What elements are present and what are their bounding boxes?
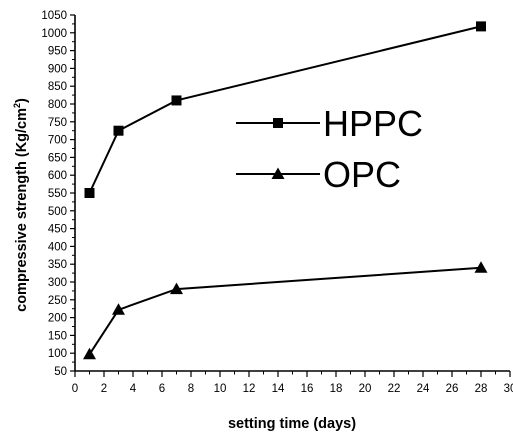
x-tick-label: 28 bbox=[475, 383, 488, 395]
x-axis-ticks: 024681012141618202224262830 bbox=[72, 371, 513, 395]
data-point-hppc bbox=[171, 95, 182, 106]
y-tick-label: 450 bbox=[48, 224, 67, 236]
legend-marker-hppc bbox=[273, 118, 283, 128]
y-tick-label: 250 bbox=[48, 295, 67, 307]
legend-label-opc: OPC bbox=[323, 154, 401, 195]
series-opc bbox=[83, 261, 488, 360]
x-tick-label: 10 bbox=[214, 383, 227, 395]
y-tick-label: 1000 bbox=[41, 28, 67, 40]
y-tick-label: 100 bbox=[48, 348, 67, 360]
x-tick-label: 24 bbox=[417, 383, 430, 395]
x-tick-label: 26 bbox=[446, 383, 459, 395]
legend-item-opc: OPC bbox=[236, 154, 401, 195]
chart-axes bbox=[74, 15, 510, 372]
y-tick-label: 550 bbox=[48, 188, 67, 200]
data-point-hppc bbox=[113, 125, 124, 136]
data-point-opc bbox=[474, 261, 488, 273]
x-tick-label: 0 bbox=[72, 383, 78, 395]
x-tick-label: 30 bbox=[504, 383, 513, 395]
y-tick-label: 350 bbox=[48, 259, 67, 271]
x-tick-label: 6 bbox=[159, 383, 165, 395]
y-tick-label: 50 bbox=[54, 366, 67, 378]
y-axis-label-superscript: 2 bbox=[12, 103, 22, 108]
y-tick-label: 150 bbox=[48, 330, 67, 342]
series-line-opc bbox=[88, 266, 482, 355]
x-tick-label: 4 bbox=[130, 383, 137, 395]
x-axis-label: setting time (days) bbox=[228, 416, 356, 432]
y-tick-label: 950 bbox=[48, 46, 67, 58]
y-tick-label: 400 bbox=[48, 241, 67, 253]
legend-label-hppc: HPPC bbox=[323, 103, 423, 144]
y-axis-label-close: ) bbox=[14, 98, 30, 103]
y-tick-label: 700 bbox=[48, 135, 67, 147]
y-tick-label: 200 bbox=[48, 313, 67, 325]
legend: HPPC OPC bbox=[236, 103, 423, 195]
y-tick-label: 600 bbox=[48, 170, 67, 182]
y-axis-label: compressive strength (Kg/cm2) bbox=[12, 98, 30, 312]
series-hppc bbox=[84, 21, 486, 198]
x-tick-label: 12 bbox=[243, 383, 256, 395]
legend-item-hppc: HPPC bbox=[236, 103, 423, 144]
y-tick-label: 900 bbox=[48, 63, 67, 75]
y-axis-ticks: 50 100 150 200 250 300 350 400 450 500 550 600 650 70… bbox=[41, 10, 75, 378]
x-tick-label: 18 bbox=[330, 383, 343, 395]
y-axis-label-main: compressive strength (Kg/cm bbox=[14, 108, 30, 312]
x-tick-label: 20 bbox=[359, 383, 372, 395]
y-tick-label: 300 bbox=[48, 277, 67, 289]
series-group bbox=[83, 21, 488, 360]
data-point-opc bbox=[83, 347, 96, 360]
y-tick-label: 800 bbox=[48, 99, 67, 111]
data-point-hppc bbox=[476, 21, 486, 32]
x-tick-label: 22 bbox=[388, 383, 401, 395]
data-point-opc bbox=[170, 282, 183, 295]
y-tick-label: 750 bbox=[48, 117, 67, 129]
legend-marker-opc bbox=[271, 167, 285, 179]
series-line-hppc bbox=[88, 25, 482, 194]
y-tick-label: 850 bbox=[48, 81, 67, 93]
y-tick-label: 650 bbox=[48, 152, 67, 164]
data-point-opc bbox=[112, 303, 125, 315]
x-tick-label: 8 bbox=[188, 383, 194, 395]
x-tick-label: 14 bbox=[272, 383, 285, 395]
y-tick-label: 1050 bbox=[41, 10, 67, 22]
y-tick-label: 500 bbox=[48, 206, 67, 218]
data-point-hppc bbox=[84, 188, 95, 198]
x-tick-label: 2 bbox=[101, 383, 107, 395]
x-tick-label: 16 bbox=[301, 383, 314, 395]
